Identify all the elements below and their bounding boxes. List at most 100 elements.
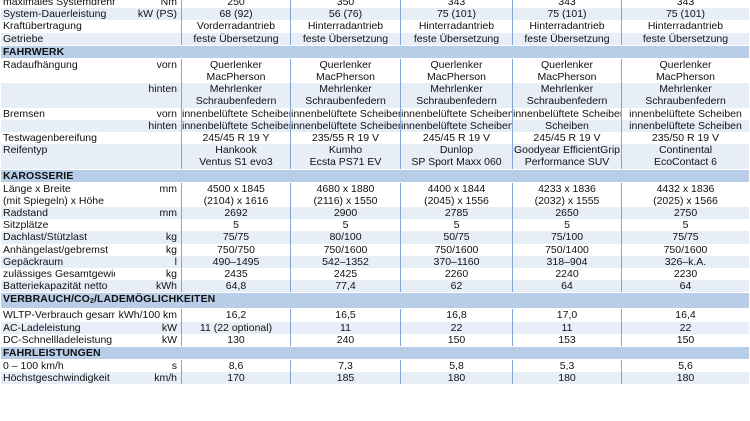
value-cell-car-1: 750/750 — [181, 243, 290, 256]
spec-row-zulaessiges-gesamtgewicht: zulässiges Gesamtgewicht kg 2435 2425 2260 22… — [1, 268, 749, 281]
row-label: Getriebe — [1, 32, 115, 45]
value-cell-car-2: innenbelüftete Scheiben — [290, 119, 400, 133]
row-label: Radaufhängung — [1, 58, 115, 84]
value-cell-car-1: 490–1495 — [181, 255, 290, 269]
row-label: Gepäckraum — [1, 255, 115, 269]
section-title: KAROSSERIE — [1, 168, 749, 183]
value-cell-car-2: Hinterradantrieb — [290, 20, 400, 33]
spec-row-testwagenbereifung: Testwagenbereifung 245/45 R 19 Y 235/55 R … — [1, 132, 749, 145]
value-cell-car-4: 318–904 — [512, 255, 621, 269]
row-unit: mm — [115, 207, 181, 220]
value-cell-car-1: 245/45 R 19 Y — [181, 132, 290, 145]
row-unit: hinten — [115, 119, 181, 133]
row-label: WLTP-Verbrauch gesamt — [1, 309, 115, 322]
value-cell-car-4: 75/100 — [512, 231, 621, 244]
value-cell-car-5: 16,4 — [621, 309, 749, 322]
value-cell-car-3: innenbelüftete Scheiben — [400, 119, 512, 133]
value-cell-car-5: innenbelüftete Scheiben — [621, 119, 749, 133]
spec-row-system-dauerleistung: System-Dauerleistung kW (PS) 68 (92) 56 (76… — [1, 8, 749, 21]
section-header-row: FAHRLEISTUNGEN — [1, 346, 749, 361]
value-cell-car-5: 64 — [621, 280, 749, 293]
value-cell-car-5: 4432 x 1836 (2025) x 1566 — [621, 182, 749, 208]
section-header-row: VERBRAUCH/CO2/LADEMÖGLICHKEITEN — [1, 292, 749, 310]
row-unit: kW (PS) — [115, 8, 181, 21]
row-label: AC-Ladeleistung — [1, 321, 115, 334]
value-cell-car-3: 150 — [400, 333, 512, 347]
row-unit — [115, 132, 181, 145]
value-cell-car-5: 2750 — [621, 207, 749, 220]
row-label: DC-Schnellladeleistung — [1, 333, 115, 347]
value-cell-car-1: 75/75 — [181, 231, 290, 244]
value-cell-car-1: 170 — [181, 372, 290, 385]
row-unit — [115, 219, 181, 232]
value-cell-car-5: innenbelüftete Scheiben — [621, 107, 749, 120]
row-unit: vorn — [115, 58, 181, 84]
value-cell-car-1: 4500 x 1845 (2104) x 1616 — [181, 182, 290, 208]
value-cell-car-4: Mehrlenker Schraubenfedern — [512, 83, 621, 108]
value-cell-car-2: 80/100 — [290, 231, 400, 244]
row-unit: s — [115, 360, 181, 373]
value-cell-car-2: 750/1600 — [290, 243, 400, 256]
value-cell-car-2: 542–1352 — [290, 255, 400, 269]
value-cell-car-1: 250 — [181, 0, 290, 9]
value-cell-car-3: 5,8 — [400, 360, 512, 373]
value-cell-car-3: 245/45 R 19 V — [400, 132, 512, 145]
value-cell-car-2: Mehrlenker Schraubenfedern — [290, 83, 400, 108]
value-cell-car-2: 5 — [290, 219, 400, 232]
spec-row-anhaengelast-gebremst: Anhängelast/gebremst kg 750/750 750/1600 750… — [1, 243, 749, 256]
value-cell-car-5: 5 — [621, 219, 749, 232]
value-cell-car-3: 22 — [400, 321, 512, 334]
value-cell-car-5: 75/75 — [621, 231, 749, 244]
value-cell-car-5: Querlenker MacPherson — [621, 58, 749, 84]
value-cell-car-3: 16,8 — [400, 309, 512, 322]
value-cell-car-3: Querlenker MacPherson — [400, 58, 512, 84]
row-label: Bremsen — [1, 107, 115, 120]
value-cell-car-2: Kumho Ecsta PS71 EV — [290, 144, 400, 169]
value-cell-car-5: Continental EcoContact 6 — [621, 144, 749, 169]
spec-row-kraftuebertragung: Kraftübertragung Vorderradantrieb Hinterra… — [1, 20, 749, 33]
row-label: Kraftübertragung — [1, 20, 115, 33]
value-cell-car-2: 56 (76) — [290, 8, 400, 21]
value-cell-car-4: Hinterradantrieb — [512, 20, 621, 33]
value-cell-car-1: Hankook Ventus S1 evo3 — [181, 144, 290, 169]
spec-table: maximales SystemdrehmomentNm250350343343… — [1, 0, 749, 385]
row-label: Dachlast/Stützlast — [1, 231, 115, 244]
value-cell-car-2: 7,3 — [290, 360, 400, 373]
value-cell-car-2: 185 — [290, 372, 400, 385]
value-cell-car-1: 5 — [181, 219, 290, 232]
value-cell-car-4: 5 — [512, 219, 621, 232]
row-label: Testwagenbereifung — [1, 132, 115, 145]
value-cell-car-5: 75 (101) — [621, 8, 749, 21]
row-unit: mm — [115, 182, 181, 208]
row-unit: kg — [115, 268, 181, 281]
row-unit: vorn — [115, 107, 181, 120]
spec-row-hoechstgeschwindigkeit: Höchstgeschwindigkeit km/h 170 185 180 180 180 — [1, 372, 749, 385]
spec-row-reifentyp: Reifentyp Hankook Ventus S1 evo3 Kumho Ecsta… — [1, 144, 749, 169]
value-cell-car-4: 180 — [512, 372, 621, 385]
spec-row-radaufhaengung: hinten Mehrlenker Schraubenfedern Mehrlenke… — [1, 83, 749, 108]
value-cell-car-2: 240 — [290, 333, 400, 347]
value-cell-car-3: Mehrlenker Schraubenfedern — [400, 83, 512, 108]
value-cell-car-1: 68 (92) — [181, 8, 290, 21]
spec-row-batteriekapazitaet-netto: Batteriekapazität netto kWh 64,8 77,4 62 64 64 — [1, 280, 749, 293]
row-label: Reifentyp — [1, 144, 115, 169]
value-cell-car-1: 11 (22 optional) — [181, 321, 290, 334]
value-cell-car-5: 150 — [621, 333, 749, 347]
row-unit: kW — [115, 321, 181, 334]
value-cell-car-3: 370–1160 — [400, 255, 512, 269]
value-cell-car-1: 8,6 — [181, 360, 290, 373]
value-cell-car-2: 235/55 R 19 V — [290, 132, 400, 145]
row-unit: kW — [115, 333, 181, 347]
value-cell-car-4: 245/45 R 19 V — [512, 132, 621, 145]
value-cell-car-4: 75 (101) — [512, 8, 621, 21]
value-cell-car-3: Hinterradantrieb — [400, 20, 512, 33]
spec-row-dc-schnellladeleistung: DC-Schnellladeleistung kW 130 240 150 153 150 — [1, 333, 749, 347]
section-title: VERBRAUCH/CO2/LADEMÖGLICHKEITEN — [1, 292, 749, 310]
value-cell-car-1: 2435 — [181, 268, 290, 281]
value-cell-car-2: 2900 — [290, 207, 400, 220]
value-cell-car-2: 4680 x 1880 (2116) x 1550 — [290, 182, 400, 208]
value-cell-car-5: 22 — [621, 321, 749, 334]
section-title-subscript: 2 — [89, 298, 94, 306]
value-cell-car-5: 343 — [621, 0, 749, 9]
row-unit: hinten — [115, 83, 181, 108]
